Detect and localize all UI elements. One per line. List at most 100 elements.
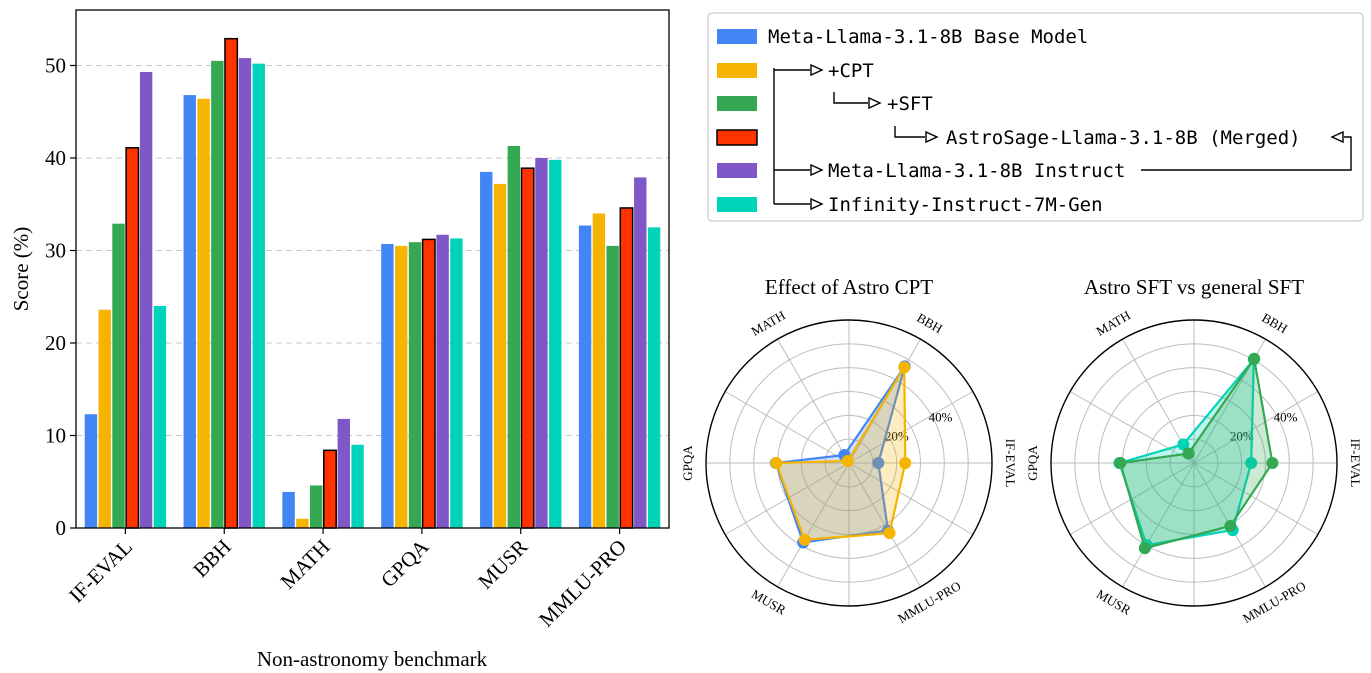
bar-musr-2: [507, 145, 521, 528]
radar-point: [1138, 542, 1151, 555]
bar-gpqa-4: [436, 234, 449, 528]
radar-spoke: [1069, 391, 1195, 464]
bar-y-tick-label: 20: [45, 331, 66, 355]
bar-x-tick-label: MUSR: [473, 535, 532, 594]
bar-ylabel: Score (%): [9, 227, 33, 312]
bar-x-ticks: IF-EVAL BBH MATH GPQA MUSR MMLU-PRO: [64, 528, 631, 632]
radar-r-tick-label: 40%: [929, 410, 953, 425]
radar-axis-label: GPQA: [680, 445, 695, 481]
radar-sft-title: Astro SFT vs general SFT: [1084, 275, 1304, 299]
radar-point: [898, 361, 911, 374]
radar-point: [798, 533, 811, 546]
bar-math-5: [351, 444, 364, 528]
bar-mmlu-pro-3: [619, 207, 634, 529]
bar-bbh-5: [252, 63, 265, 529]
radar-spoke: [777, 338, 850, 464]
legend-swatch: [716, 129, 758, 146]
radar-axis-label: MATH: [749, 307, 788, 338]
bar-if-eval-1: [98, 309, 111, 528]
radar-spoke: [848, 391, 974, 464]
radar-r-tick-label: 40%: [1274, 410, 1298, 425]
bar-mmlu-pro-4: [634, 177, 647, 529]
legend-label-infinity: Infinity-Instruct-7M-Gen: [828, 194, 1103, 216]
bar-gridlines: [76, 65, 669, 436]
bar-bbh-1: [197, 98, 210, 529]
bar-x-tick-label: BBH: [188, 535, 236, 583]
bar-gpqa-5: [450, 238, 463, 528]
radar-chart-sft: Astro SFT vs general SFT 20% 40% IF-EVAL BB…: [1025, 275, 1363, 626]
radar-axis-label: IF-EVAL: [1003, 439, 1018, 488]
bar-x-tick-label: MMLU-PRO: [534, 535, 631, 632]
bar-bbh-4: [238, 58, 252, 528]
radar-axis-label: MMLU-PRO: [1240, 578, 1308, 626]
radar-spoke: [1122, 462, 1195, 588]
bar-gpqa-1: [395, 245, 408, 528]
radar-point: [1248, 352, 1261, 365]
bar-gpqa-0: [381, 244, 394, 528]
bar-musr-4: [535, 158, 548, 528]
radar-chart-cpt: Effect of Astro CPT 20% 40% IF-EVAL BBH MATH…: [680, 275, 1018, 626]
radar-axis-label: GPQA: [1025, 445, 1040, 481]
radar-point: [899, 457, 912, 469]
bar-gpqa-3: [421, 238, 436, 529]
bar-y-tick-label: 10: [45, 424, 66, 448]
bar-plot-frame: [75, 9, 670, 529]
radar-outer-frame: [705, 319, 993, 607]
bar-musr-0: [480, 171, 493, 528]
radar-point: [883, 527, 896, 540]
legend-frame: [707, 12, 1364, 222]
bar-math-1: [296, 518, 309, 528]
radar-spoke: [848, 462, 921, 588]
bar-musr-3: [520, 167, 535, 529]
legend-swatch: [717, 63, 757, 78]
bar-x-tick-label: IF-EVAL: [64, 535, 137, 608]
radar-spoke: [1193, 391, 1319, 464]
legend-label-sft: +SFT: [887, 93, 933, 115]
radar-outer-frame: [1050, 319, 1338, 607]
bar-y-ticks: 0 10 20 30 40 50: [45, 54, 76, 540]
bar-math-4: [337, 418, 350, 528]
bar-y-tick-label: 30: [45, 239, 66, 263]
bar-bbh-3: [224, 37, 239, 529]
radar-r-tick-label: 20%: [1230, 428, 1254, 443]
radar-point: [1182, 447, 1195, 460]
radar-point: [1114, 457, 1127, 469]
legend-swatch: [717, 96, 757, 111]
radar-axis-label: MMLU-PRO: [895, 578, 963, 626]
radar-point: [770, 457, 783, 469]
radar-axis-label: IF-EVAL: [1348, 439, 1363, 488]
bar-mmlu-pro-1: [592, 213, 606, 528]
bar-x-tick-label: GPQA: [376, 534, 434, 592]
radar-spoke: [1193, 462, 1319, 535]
bar-if-eval-5: [153, 306, 167, 528]
bar-if-eval-4: [139, 71, 153, 528]
legend-swatch: [717, 163, 757, 178]
bar-mmlu-pro-0: [578, 225, 592, 528]
legend: Meta-Llama-3.1-8B Base Model +CPT +SFT A…: [707, 12, 1364, 222]
radar-axis-label: BBH: [1259, 310, 1290, 336]
radar-axis-label: MUSR: [1094, 586, 1134, 618]
radar-point: [872, 457, 885, 469]
bar-bbh-2: [211, 60, 224, 528]
radar-spoke: [777, 462, 850, 588]
radar-axis-label: MATH: [1094, 307, 1133, 338]
bar-if-eval-2: [112, 223, 125, 529]
bar-math-0: [282, 491, 295, 528]
radar-spoke: [724, 391, 850, 464]
radar-point: [1245, 457, 1258, 469]
bar-xlabel: Non-astronomy benchmark: [257, 647, 488, 671]
bar-gpqa-2: [408, 242, 422, 529]
legend-lineage-arrows: [773, 63, 1352, 211]
bar-if-eval-3: [125, 147, 140, 529]
radar-axis-label: MUSR: [749, 586, 789, 618]
legend-swatch: [717, 29, 757, 44]
radar-cpt-title: Effect of Astro CPT: [765, 275, 933, 299]
radar-spoke: [848, 462, 974, 535]
legend-label-base: Meta-Llama-3.1-8B Base Model: [768, 26, 1088, 48]
bar-mmlu-pro-5: [647, 227, 661, 528]
radar-point: [1177, 438, 1190, 451]
bar-musr-1: [493, 183, 507, 528]
bar-chart: 0 10 20 30 40 50 IF-EVAL BBH MATH GPQA MUSR MMLU-P…: [9, 9, 670, 671]
radar-point: [1266, 457, 1279, 469]
legend-label-cpt: +CPT: [828, 60, 874, 82]
